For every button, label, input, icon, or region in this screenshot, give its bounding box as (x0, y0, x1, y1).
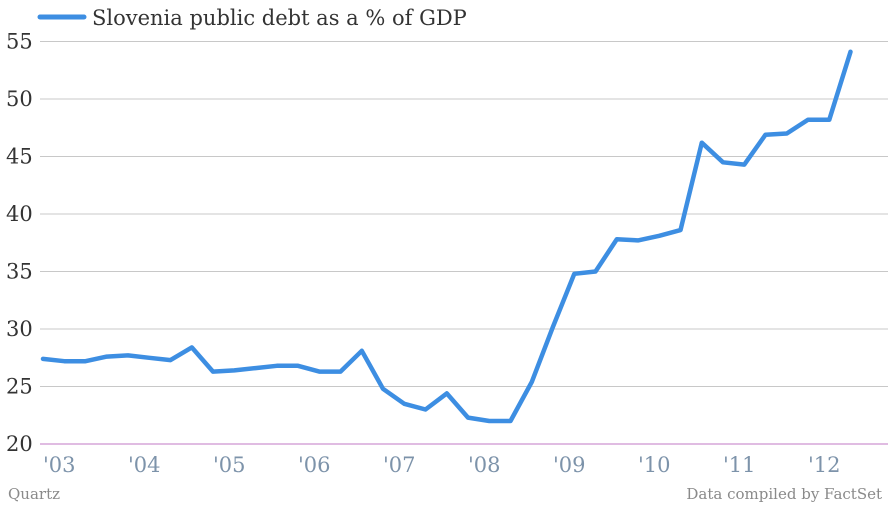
legend: Slovenia public debt as a % of GDP (37, 6, 467, 30)
y-tick-label: 45 (6, 145, 33, 169)
y-tick-label: 40 (6, 202, 33, 226)
y-tick-label: 20 (6, 432, 33, 456)
legend-label: Slovenia public debt as a % of GDP (92, 6, 467, 30)
x-tick-label: '08 (468, 453, 501, 477)
y-axis-tick-labels: 20 25 30 35 40 45 50 55 (6, 30, 33, 457)
x-tick-label: '11 (723, 453, 756, 477)
grid-lines (40, 41, 888, 445)
x-tick-label: '07 (383, 453, 416, 477)
series-lines (40, 49, 853, 424)
y-tick-label: 30 (6, 317, 33, 341)
y-tick-label: 55 (6, 30, 33, 54)
y-tick-label: 50 (6, 87, 33, 111)
x-tick-label: '03 (43, 453, 76, 477)
x-tick-label: '04 (128, 453, 161, 477)
x-tick-label: '05 (213, 453, 246, 477)
source-credit-right: Data compiled by FactSet (686, 485, 882, 503)
x-tick-label: '12 (808, 453, 841, 477)
x-tick-label: '10 (638, 453, 671, 477)
series-line (40, 49, 853, 424)
x-axis-tick-labels: '03 '04 '05 '06 '07 '08 '09 '10 '11 '12 (43, 453, 841, 477)
x-tick-label: '09 (553, 453, 586, 477)
source-credit-left: Quartz (8, 485, 61, 503)
y-tick-label: 35 (6, 260, 33, 284)
x-tick-label: '06 (298, 453, 331, 477)
y-tick-label: 25 (6, 375, 33, 399)
